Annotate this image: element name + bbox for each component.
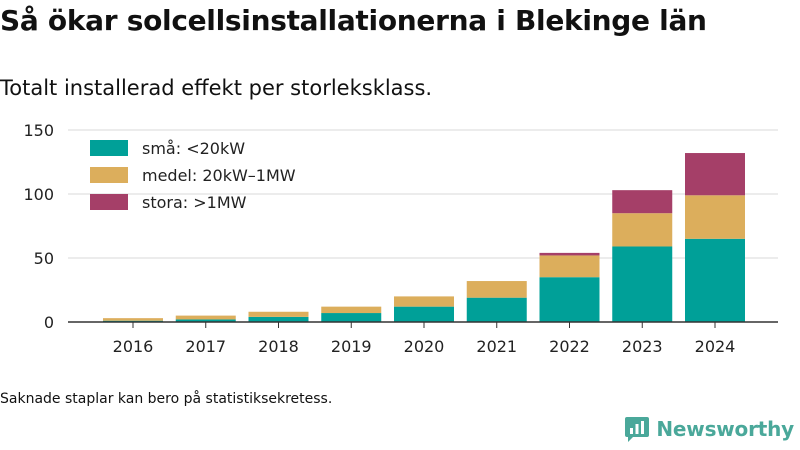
brand-name: Newsworthy xyxy=(656,417,794,441)
legend-swatch xyxy=(90,167,128,183)
bars xyxy=(103,153,745,322)
y-tick-label: 50 xyxy=(34,249,54,268)
bar-segment xyxy=(175,315,236,320)
bar-segment xyxy=(175,319,236,322)
bar-segment xyxy=(466,281,527,298)
legend-label: stora: >1MW xyxy=(142,193,247,212)
chart-subtitle: Totalt installerad effekt per storlekskl… xyxy=(0,76,433,100)
bar-segment xyxy=(685,238,745,322)
x-tick-label: 2020 xyxy=(404,337,445,356)
x-tick-label: 2018 xyxy=(258,337,299,356)
x-tick-label: 2022 xyxy=(549,337,590,356)
bar-segment xyxy=(394,306,454,322)
legend-label: små: <20kW xyxy=(142,139,245,158)
x-tick-label: 2024 xyxy=(695,337,736,356)
legend-swatch xyxy=(90,140,128,156)
x-tick-label: 2017 xyxy=(185,337,226,356)
bar-segment xyxy=(612,190,673,214)
y-tick-label: 150 xyxy=(23,121,54,140)
legend-label: medel: 20kW–1MW xyxy=(142,166,296,185)
x-tick-label: 2023 xyxy=(622,337,663,356)
bar-segment xyxy=(539,252,600,256)
bar-segment xyxy=(685,195,745,239)
legend-swatch xyxy=(90,194,128,210)
y-tick-label: 100 xyxy=(23,185,54,204)
x-tick-label: 2016 xyxy=(113,337,154,356)
bar-segment xyxy=(103,318,163,321)
bar-segment xyxy=(685,153,745,196)
x-tick-label: 2019 xyxy=(331,337,372,356)
bar-segment xyxy=(321,306,382,314)
footnote: Saknade staplar kan bero på statistiksek… xyxy=(0,391,333,407)
bar-segment xyxy=(394,296,454,307)
bar-segment xyxy=(612,246,673,322)
bar-segment xyxy=(612,213,673,247)
legend: små: <20kW medel: 20kW–1MW stora: >1MW xyxy=(90,139,296,212)
newsworthy-logo-icon xyxy=(625,417,650,442)
bar-segment xyxy=(466,297,527,322)
bar-segment xyxy=(539,277,600,322)
bar-segment xyxy=(539,255,600,278)
bar-segment xyxy=(321,313,382,322)
y-tick-label: 0 xyxy=(44,313,54,332)
bar-segment xyxy=(248,316,309,322)
x-tick-label: 2021 xyxy=(476,337,517,356)
chart-title: Så ökar solcellsinstallationerna i Bleki… xyxy=(0,4,707,37)
axes: 0 50 100 150 2016 2017 2018 2019 2020 2021 2022 202… xyxy=(23,121,778,356)
brand-logo: Newsworthy xyxy=(624,414,794,444)
bar-segment xyxy=(248,311,309,317)
stacked-bar-chart: 0 50 100 150 2016 2017 2018 2019 2020 2021 2022 202… xyxy=(23,121,778,356)
